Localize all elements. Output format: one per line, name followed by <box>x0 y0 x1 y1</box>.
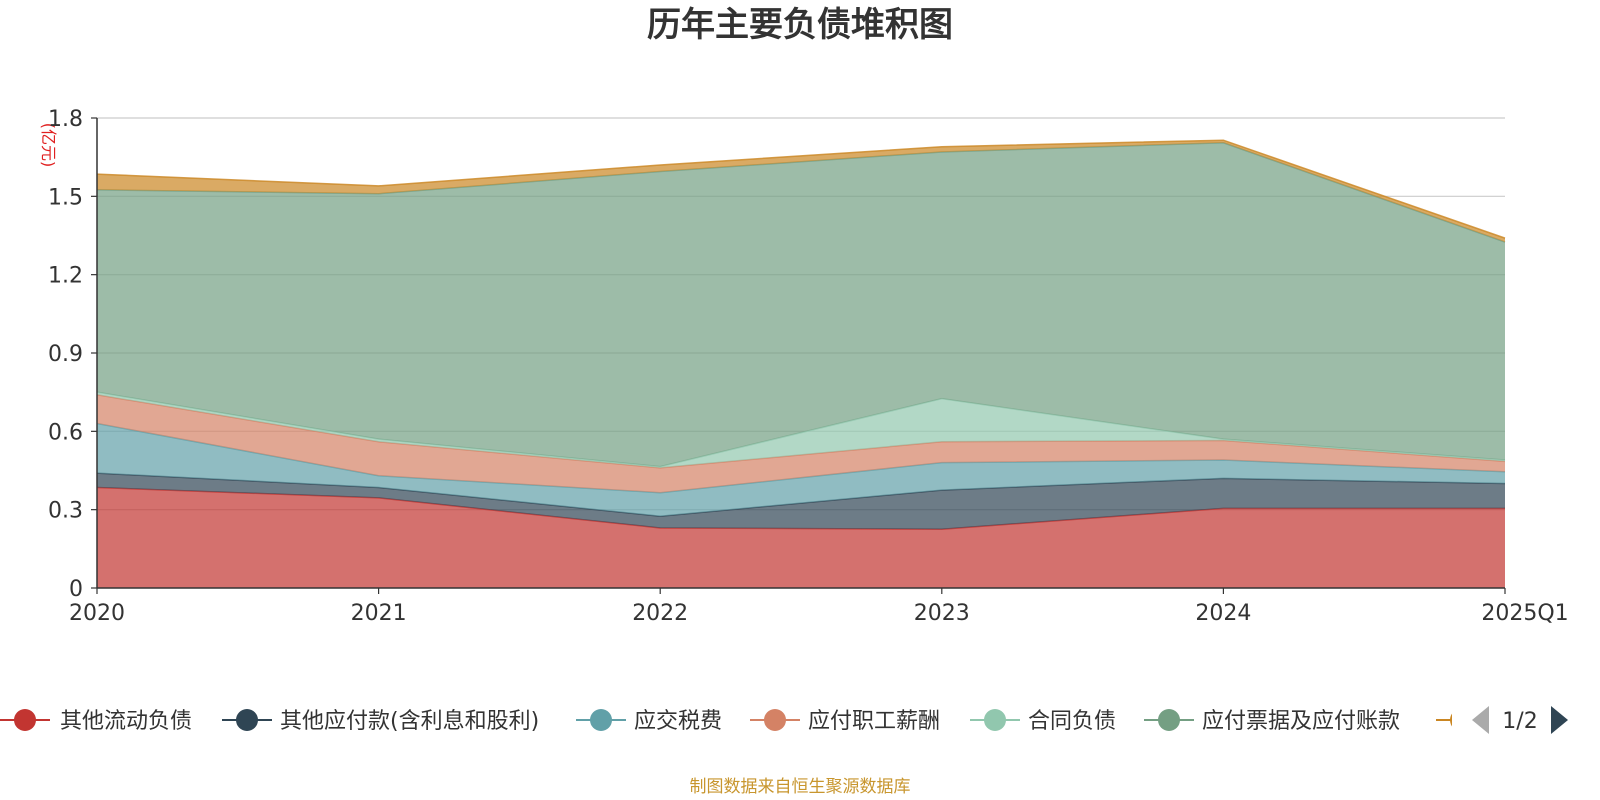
legend-item[interactable]: 应交税费 <box>576 709 722 734</box>
area-series-7 <box>97 140 1505 243</box>
data-source-note: 制图数据来自恒生聚源数据库 <box>690 777 911 797</box>
legend-marker <box>984 709 1006 731</box>
area-series-5 <box>97 392 1505 468</box>
x-tick-label: 2022 <box>632 601 688 626</box>
area-series <box>96 139 1506 588</box>
legend-marker <box>590 709 612 731</box>
y-tick-label: 0.9 <box>48 342 83 367</box>
y-tick-label: 1.2 <box>48 264 83 289</box>
area-series-3 <box>97 423 1505 517</box>
x-tick-label: 2021 <box>351 601 407 626</box>
area-series-1 <box>97 487 1505 588</box>
legend-marker <box>236 709 258 731</box>
legend-item[interactable]: 应付职工薪酬 <box>750 709 940 734</box>
legend-next-arrow-icon[interactable] <box>1551 706 1568 734</box>
legend-marker <box>14 709 36 731</box>
area-series-4 <box>97 394 1505 493</box>
legend-label: 应付票据及应付账款 <box>1202 709 1400 734</box>
legend: 其他流动负债 其他应付款(含利息和股利) 应交税费 应付职工薪酬 合同负债 应付票据及应付… <box>0 706 1568 734</box>
legend-page-indicator: 1/2 <box>1502 709 1537 734</box>
legend-label: 其他应付款(含利息和股利) <box>280 709 539 734</box>
legend-marker <box>1450 713 1452 727</box>
legend-marker <box>1158 709 1180 731</box>
legend-prev-arrow-icon[interactable] <box>1472 706 1489 734</box>
legend-item-partial[interactable] <box>1436 709 1486 731</box>
legend-item[interactable]: 应付票据及应付账款 <box>1144 709 1400 734</box>
x-tick-label: 2023 <box>914 601 970 626</box>
legend-label: 其他流动负债 <box>60 709 192 734</box>
y-tick-label: 1.5 <box>48 185 83 210</box>
x-tick-label: 2024 <box>1195 601 1251 626</box>
legend-item[interactable]: 其他流动负债 <box>0 709 192 734</box>
x-tick-label: 2025Q1 <box>1481 601 1568 626</box>
legend-item[interactable]: 合同负债 <box>970 709 1116 734</box>
legend-label: 合同负债 <box>1028 709 1116 734</box>
axes: 0 0.3 0.6 0.9 1.2 1.5 1.8 2020 2021 2022 2023 2024 2… <box>48 107 1569 626</box>
y-tick-label: 1.8 <box>48 107 83 132</box>
y-tick-label: 0.6 <box>48 420 83 445</box>
chart-title: 历年主要负债堆积图 <box>647 5 953 45</box>
legend-marker <box>764 709 786 731</box>
series-line-7 <box>96 139 1506 239</box>
y-tick-label: 0 <box>69 577 83 602</box>
legend-label: 应付职工薪酬 <box>808 709 940 734</box>
legend-label: 应交税费 <box>634 709 722 734</box>
area-series-2 <box>97 473 1505 530</box>
area-series-6 <box>97 142 1505 467</box>
x-tick-label: 2020 <box>69 601 125 626</box>
y-tick-label: 0.3 <box>48 499 83 524</box>
y-axis-unit: (亿元) <box>39 123 58 168</box>
legend-item[interactable]: 其他应付款(含利息和股利) <box>222 709 539 734</box>
